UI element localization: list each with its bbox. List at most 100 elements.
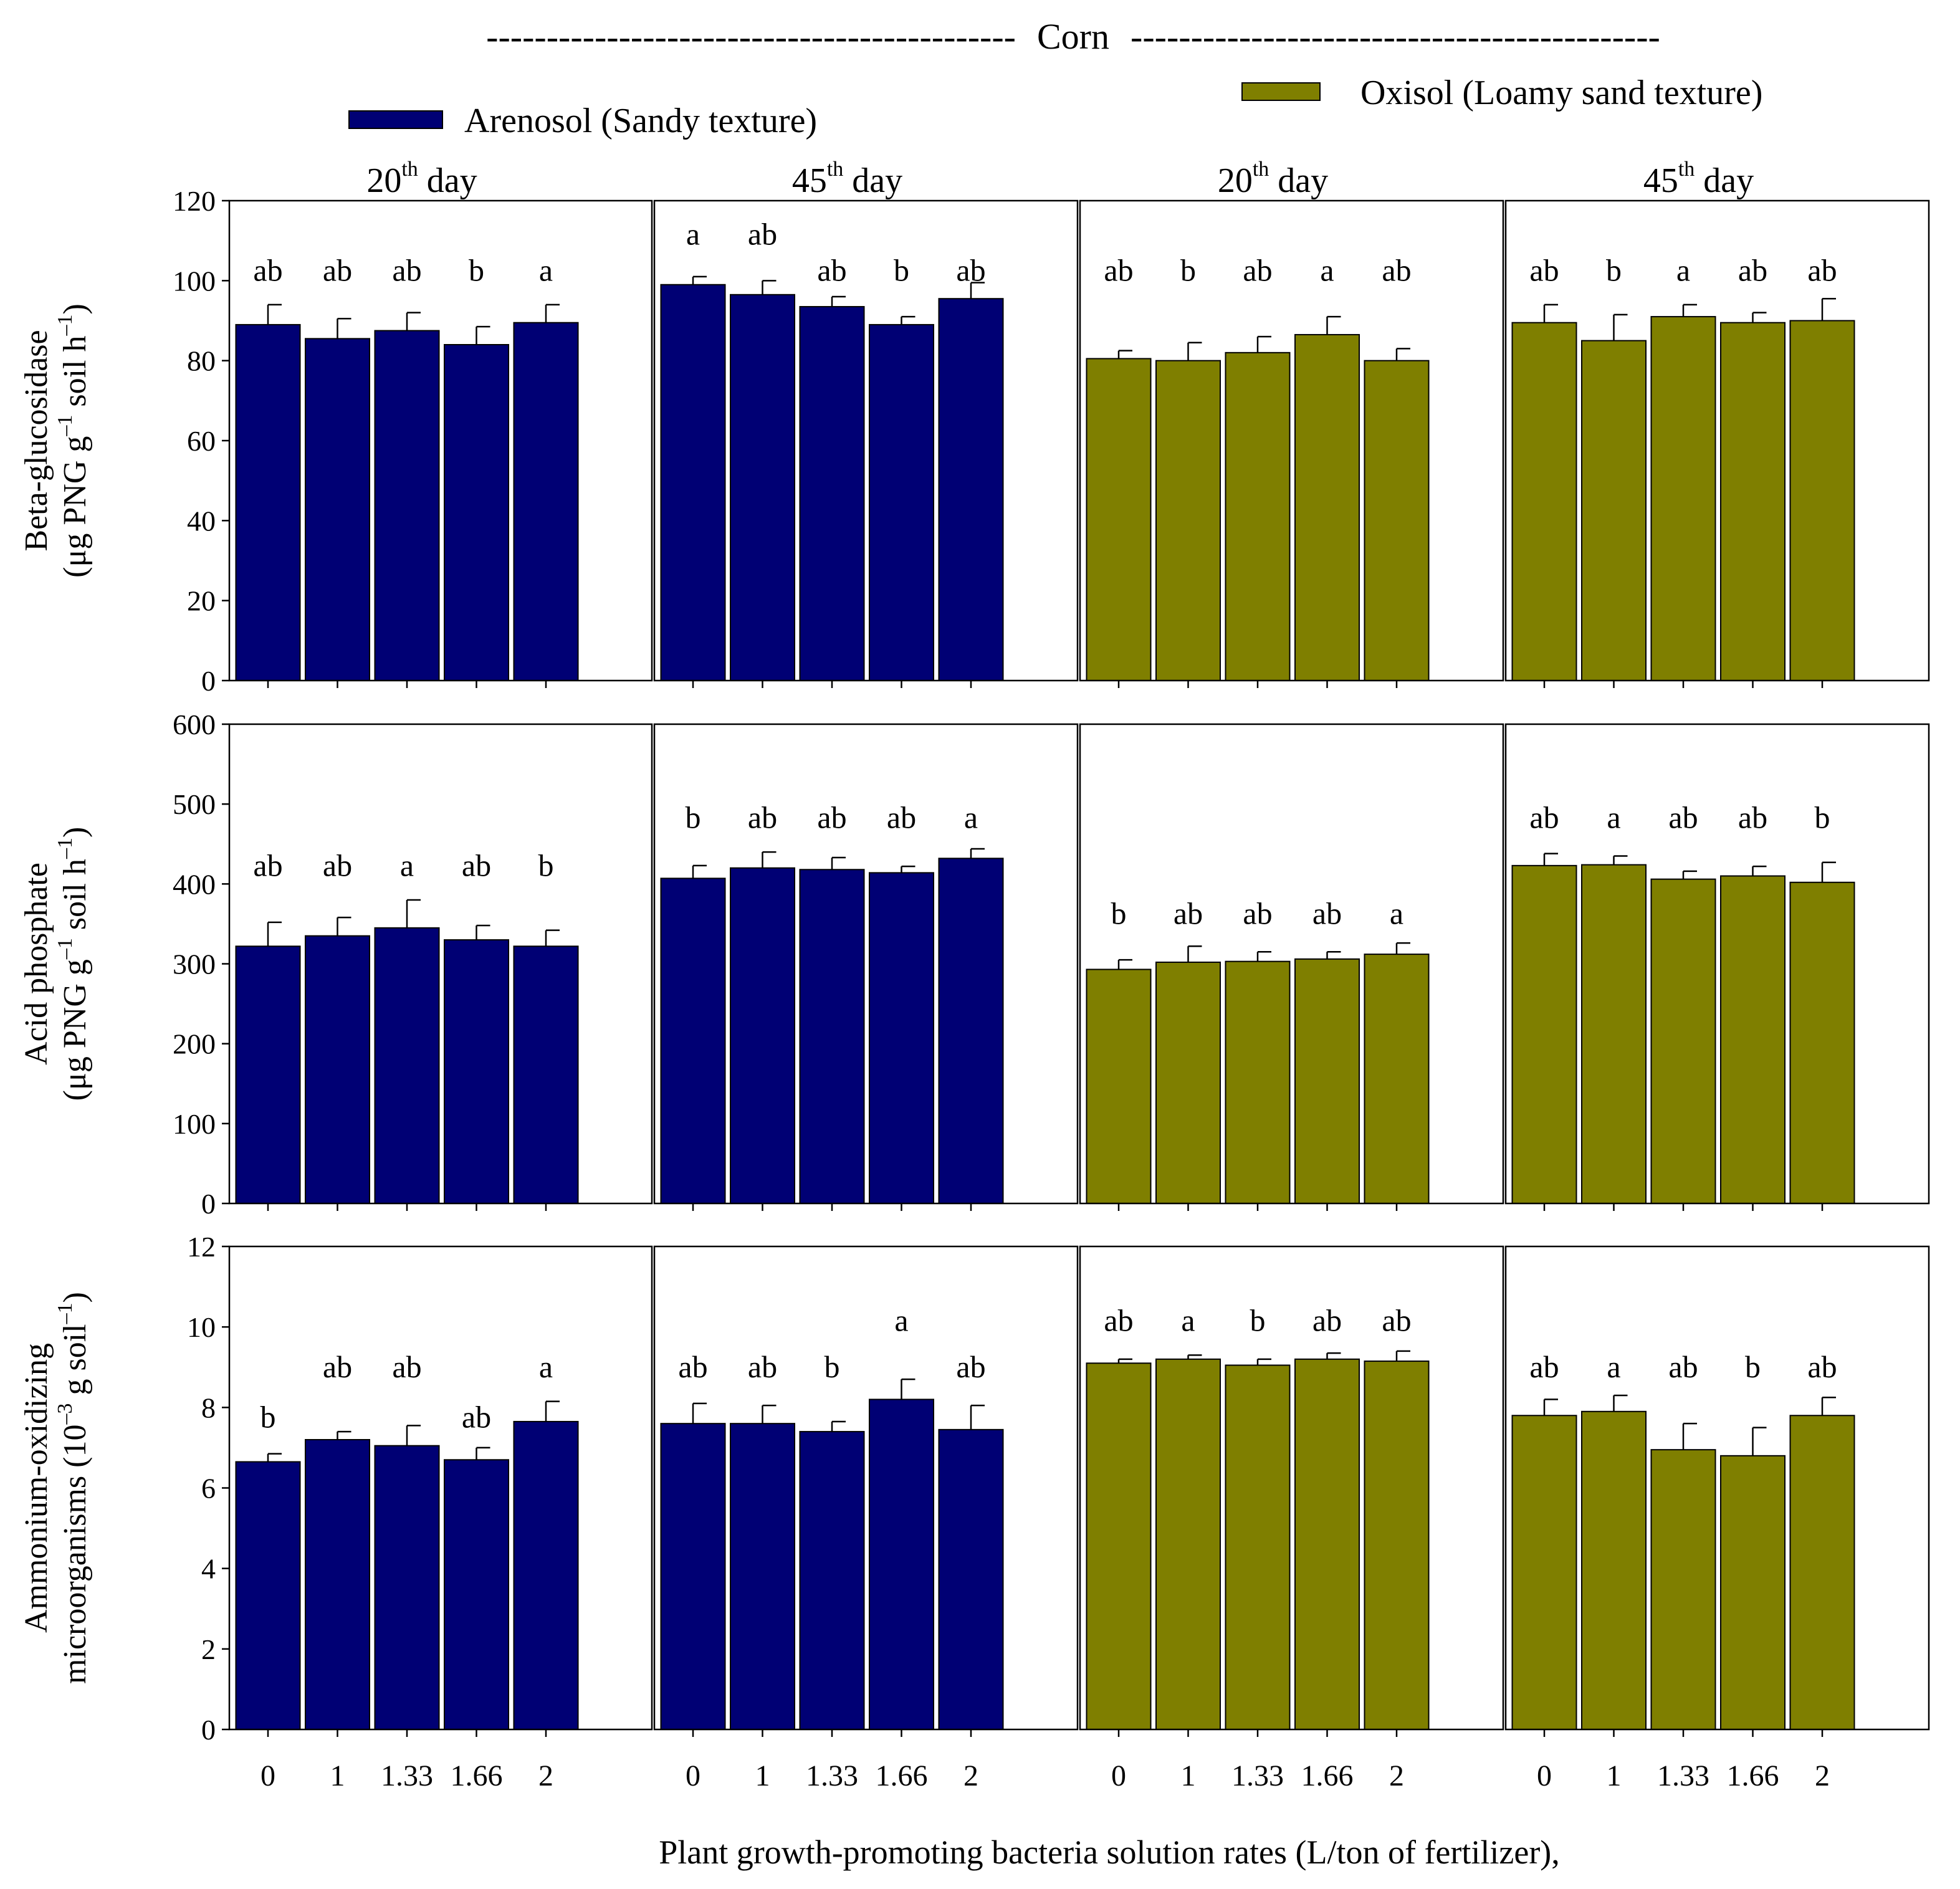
significance-letter: ab bbox=[748, 800, 777, 835]
significance-letter: ab bbox=[1104, 252, 1133, 287]
significance-letter: ab bbox=[392, 1349, 421, 1384]
panel-frame bbox=[653, 1245, 1079, 1731]
significance-letter: b bbox=[261, 1400, 276, 1435]
panel-header-3: 45th day bbox=[1643, 158, 1754, 200]
panel-frame bbox=[1504, 723, 1930, 1205]
panel-ammonium-oxidizing-0: b 0 ab 1 ab 1.33 ab 1.66 a 2 bbox=[228, 1245, 653, 1792]
significance-letter: b bbox=[1606, 252, 1622, 287]
chart-title: ----------------------------------------… bbox=[486, 16, 1660, 57]
bar bbox=[1720, 322, 1786, 681]
significance-letter: ab bbox=[323, 1349, 352, 1384]
panel-frame bbox=[653, 199, 1079, 682]
y-tick-label: 20 bbox=[187, 585, 216, 617]
bar bbox=[1581, 1410, 1647, 1731]
significance-letter: ab bbox=[1529, 252, 1559, 287]
significance-letter: ab bbox=[887, 800, 916, 835]
bar bbox=[1294, 958, 1360, 1205]
panel-ammonium-oxidizing-3: ab 0 a 1 ab 1.33 b 1.66 ab 2 bbox=[1504, 1245, 1930, 1792]
y-tick-label: 10 bbox=[187, 1311, 216, 1343]
y-tick-label: 0 bbox=[201, 665, 216, 697]
y-axis-label-line2: microorganisms (10–3 g soil–1) bbox=[54, 1292, 93, 1684]
significance-letter: ab bbox=[748, 1349, 777, 1384]
bar bbox=[938, 298, 1004, 682]
bar bbox=[730, 294, 795, 681]
significance-letter: ab bbox=[1243, 896, 1272, 930]
panel-header-text: 45th day bbox=[792, 158, 902, 200]
bar bbox=[1511, 1415, 1577, 1730]
x-tick-label: 1 bbox=[755, 1759, 770, 1792]
y-tick-label: 0 bbox=[201, 1188, 216, 1220]
x-tick-label: 2 bbox=[1389, 1759, 1404, 1792]
y-axis-label-ammonium-oxidizing: Ammonium-oxidizing microorganisms (10–3 g… bbox=[19, 1292, 93, 1684]
x-tick-label: 1.66 bbox=[1727, 1759, 1779, 1792]
bar bbox=[1086, 968, 1152, 1204]
significance-letter: ab bbox=[1312, 1303, 1342, 1338]
significance-letter: ab bbox=[1174, 896, 1203, 930]
bar bbox=[235, 945, 301, 1204]
x-tick-label: 1.33 bbox=[1231, 1759, 1284, 1792]
x-tick-label: 1 bbox=[330, 1759, 345, 1792]
bar bbox=[730, 867, 795, 1204]
panel-header-0: 20th day bbox=[366, 158, 477, 200]
y-axis-label-line2: (μg PNG g–1 soil h–1) bbox=[54, 304, 93, 578]
significance-letter: a bbox=[1607, 1349, 1620, 1384]
bar bbox=[869, 1399, 934, 1731]
chart-title-text: Corn bbox=[1037, 16, 1109, 57]
panel-frame bbox=[1079, 723, 1504, 1205]
significance-letter: b bbox=[1745, 1349, 1761, 1384]
y-tick-label: 8 bbox=[201, 1392, 216, 1423]
bar bbox=[444, 939, 509, 1205]
bar bbox=[1720, 1455, 1786, 1730]
bar bbox=[1511, 864, 1577, 1204]
bar bbox=[374, 927, 440, 1204]
significance-letter: ab bbox=[1243, 252, 1272, 287]
title-dashes-left: ----------------------------------------… bbox=[486, 16, 1016, 57]
y-axis-label-beta-glucosidase: Beta-glucosidase (μg PNG g–1 soil h–1) bbox=[19, 304, 93, 578]
significance-letter: b bbox=[1250, 1303, 1266, 1338]
panel-ammonium-oxidizing-1: ab 0 ab 1 b 1.33 a 1.66 ab 2 bbox=[653, 1245, 1079, 1792]
y-axis-label-acid-phosphate: Acid phosphate (μg PNG g–1 soil h–1) bbox=[19, 827, 93, 1101]
panel-beta-glucosidase-0: ab ab ab b a bbox=[228, 199, 653, 688]
x-tick-label: 1.66 bbox=[876, 1759, 928, 1792]
y-tick-label: 80 bbox=[187, 345, 216, 377]
bar bbox=[1364, 360, 1430, 681]
bar bbox=[869, 323, 934, 681]
y-tick-label: 500 bbox=[173, 788, 216, 820]
panel-acid-phosphate-3: ab a ab ab b bbox=[1504, 723, 1930, 1211]
bar bbox=[1155, 961, 1221, 1204]
x-tick-label: 1.33 bbox=[1657, 1759, 1709, 1792]
bar bbox=[513, 1420, 579, 1730]
bar bbox=[1581, 340, 1647, 681]
significance-letter: a bbox=[964, 800, 978, 835]
panel-header-1: 45th day bbox=[792, 158, 902, 200]
panel-frame bbox=[228, 723, 653, 1205]
significance-letter: ab bbox=[392, 252, 421, 287]
bar bbox=[660, 1423, 726, 1731]
panel-acid-phosphate-1: b ab ab ab a bbox=[653, 723, 1079, 1211]
y-tick-label: 60 bbox=[187, 425, 216, 457]
significance-letter: b bbox=[894, 252, 909, 287]
significance-letter: ab bbox=[956, 1349, 985, 1384]
bar bbox=[1225, 1364, 1291, 1730]
significance-letter: ab bbox=[1807, 252, 1837, 287]
y-tick-label: 4 bbox=[201, 1553, 216, 1585]
significance-letter: ab bbox=[1529, 1349, 1559, 1384]
panel-frame bbox=[1079, 1245, 1504, 1731]
significance-letter: b bbox=[686, 800, 701, 835]
significance-letter: a bbox=[539, 252, 553, 287]
title-dashes-right: ----------------------------------------… bbox=[1131, 16, 1660, 57]
significance-letter: b bbox=[1111, 896, 1127, 930]
row-acid-phosphate: 0 100 200 300 400 500 600 Acid phosphate (μg PNG… bbox=[19, 709, 1930, 1220]
panel-frame bbox=[1504, 199, 1930, 682]
x-tick-label: 1 bbox=[1607, 1759, 1622, 1792]
x-tick-label: 0 bbox=[261, 1759, 275, 1792]
legend: Arenosol (Sandy texture) Oxisol (Loamy s… bbox=[348, 74, 1762, 140]
y-tick-label: 12 bbox=[187, 1231, 216, 1263]
bar bbox=[513, 322, 579, 681]
legend-swatch-arenosol bbox=[348, 110, 443, 129]
significance-letter: ab bbox=[462, 1400, 491, 1435]
bar bbox=[1650, 1449, 1716, 1730]
significance-letter: a bbox=[400, 848, 414, 883]
significance-letter: ab bbox=[748, 217, 777, 252]
